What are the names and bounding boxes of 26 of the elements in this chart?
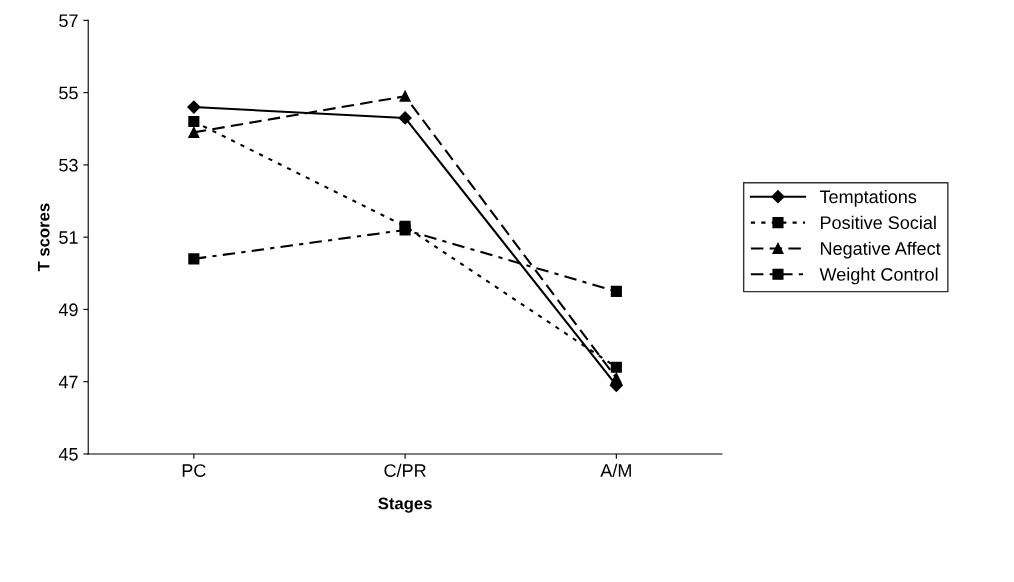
x-tick-label: A/M — [600, 463, 631, 477]
legend-label: Temptations — [819, 189, 917, 207]
point — [188, 115, 200, 128]
y-tick-label: 49 — [58, 303, 78, 317]
legend-label: Weight Control — [819, 267, 938, 285]
legend-label: Negative Affect — [820, 241, 941, 259]
y-axis-title: T scores — [37, 203, 50, 272]
point — [610, 285, 622, 297]
point — [399, 90, 411, 102]
point — [188, 253, 200, 265]
y-tick-label: 51 — [59, 231, 78, 244]
x-axis-title: Stages — [378, 497, 432, 513]
y-tick-label: 47 — [58, 375, 78, 389]
point — [398, 111, 412, 125]
point — [610, 372, 622, 384]
x-tick-label: PC — [182, 464, 206, 477]
point — [610, 361, 622, 373]
y-tick-label: 45 — [58, 448, 78, 461]
point — [399, 224, 411, 236]
point — [188, 126, 200, 138]
y-tick-label: 57 — [59, 14, 78, 28]
point — [187, 100, 201, 114]
x-tick-label: C/PR — [384, 463, 426, 477]
y-tick-label: 55 — [59, 86, 78, 100]
legend-label: Positive Social — [820, 215, 936, 230]
y-tick-label: 53 — [59, 158, 78, 172]
